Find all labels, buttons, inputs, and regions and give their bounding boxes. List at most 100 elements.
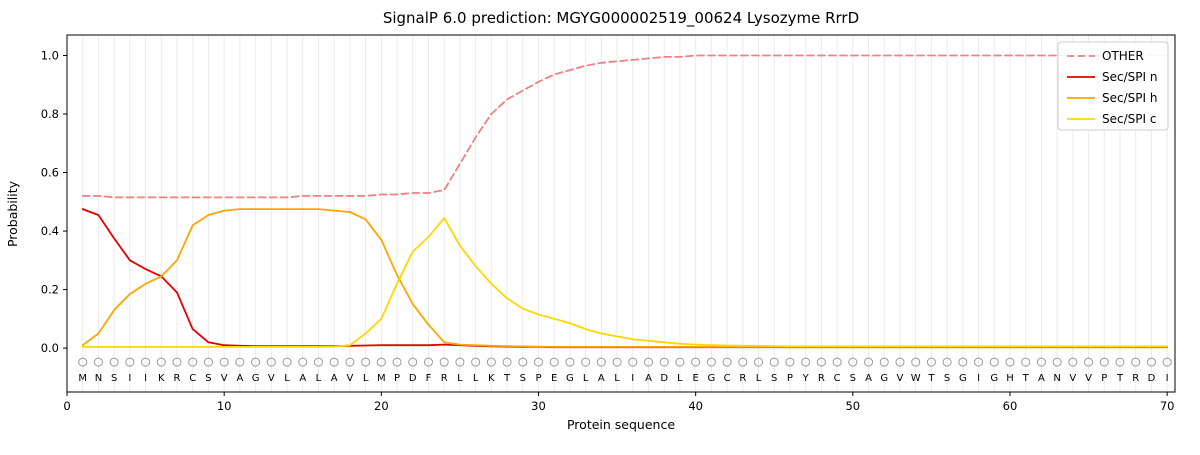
residue-letter: T	[1116, 373, 1124, 384]
residue-letter: H	[1006, 373, 1014, 384]
x-tick-label: 30	[531, 399, 546, 413]
residue-letter: I	[144, 373, 147, 384]
residue-marker	[926, 357, 936, 367]
residue-marker	[298, 357, 308, 367]
legend-label: Sec/SPI c	[1102, 112, 1156, 126]
residue-letter: A	[331, 373, 338, 384]
residue-marker	[329, 357, 339, 367]
residue-letter: N	[1053, 373, 1060, 384]
residue-letter: I	[1166, 373, 1169, 384]
residue-letter: A	[598, 373, 605, 384]
residue-letter: V	[346, 373, 353, 384]
series-line-sec-spi-c	[81, 216, 1168, 348]
legend-label: Sec/SPI h	[1102, 91, 1157, 105]
residue-letter: F	[426, 373, 432, 384]
residue-marker	[864, 357, 874, 367]
residue-letter: D	[660, 373, 668, 384]
residue-marker	[235, 357, 245, 367]
residue-marker	[1005, 357, 1015, 367]
residue-letter: R	[739, 373, 746, 384]
residue-marker	[628, 357, 638, 367]
residue-marker	[518, 357, 528, 367]
legend-label: OTHER	[1102, 49, 1144, 63]
residue-letter: I	[128, 373, 131, 384]
residue-marker	[156, 357, 166, 367]
residue-letter: L	[363, 373, 369, 384]
residue-letter: S	[771, 373, 777, 384]
residue-marker	[612, 357, 622, 367]
residue-marker	[911, 357, 921, 367]
residue-marker	[392, 357, 402, 367]
residue-letter: L	[316, 373, 322, 384]
residue-marker	[691, 357, 701, 367]
residue-marker	[832, 357, 842, 367]
residue-letter: E	[551, 373, 557, 384]
x-axis-label: Protein sequence	[567, 417, 675, 432]
residue-letter: D	[1148, 373, 1156, 384]
residue-marker	[565, 357, 575, 367]
residue-marker	[895, 357, 905, 367]
residue-letter: R	[174, 373, 181, 384]
residue-marker	[675, 357, 685, 367]
residue-marker	[376, 357, 386, 367]
residue-letter: R	[818, 373, 825, 384]
residue-marker	[439, 357, 449, 367]
y-axis-label: Probability	[5, 180, 20, 247]
residue-letter: V	[1069, 373, 1076, 384]
y-tick-label: 0.0	[41, 341, 59, 355]
y-tick-label: 1.0	[41, 48, 59, 62]
residue-letter: S	[205, 373, 211, 384]
x-tick-label: 50	[845, 399, 860, 413]
residue-letter: Y	[802, 373, 810, 384]
residue-marker	[644, 357, 654, 367]
residue-letter: I	[977, 373, 980, 384]
residue-marker	[282, 357, 292, 367]
residue-marker	[423, 357, 433, 367]
residue-letter: L	[457, 373, 463, 384]
residue-letter: R	[441, 373, 448, 384]
residue-marker	[361, 357, 371, 367]
residue-marker	[1052, 357, 1062, 367]
residue-marker	[1084, 357, 1094, 367]
residue-marker	[1115, 357, 1125, 367]
residue-letter: V	[897, 373, 904, 384]
residue-marker	[1021, 357, 1031, 367]
residue-marker	[345, 357, 355, 367]
residue-letter: L	[614, 373, 620, 384]
residue-letter: G	[707, 373, 715, 384]
y-tick-label: 0.4	[41, 224, 59, 238]
residue-marker	[1036, 357, 1046, 367]
residue-marker	[93, 357, 103, 367]
residue-letter: L	[677, 373, 683, 384]
residue-marker	[659, 357, 669, 367]
x-tick-label: 40	[688, 399, 703, 413]
residue-letter: W	[911, 373, 921, 384]
residue-letter: S	[850, 373, 856, 384]
residue-letter: L	[756, 373, 762, 384]
series-line-other	[81, 54, 1168, 199]
legend-label: Sec/SPI n	[1102, 70, 1157, 84]
residue-letter: T	[503, 373, 511, 384]
residue-letter: A	[236, 373, 243, 384]
residue-marker	[455, 357, 465, 367]
residue-letter: S	[111, 373, 117, 384]
residue-letter: G	[880, 373, 888, 384]
residue-letter: V	[268, 373, 275, 384]
residue-letter: G	[959, 373, 967, 384]
x-tick-label: 70	[1160, 399, 1175, 413]
y-tick-label: 0.8	[41, 107, 59, 121]
residue-letter: C	[834, 373, 841, 384]
residue-marker	[219, 357, 229, 367]
residue-letter: P	[394, 373, 400, 384]
residue-marker	[533, 357, 543, 367]
residue-marker	[502, 357, 512, 367]
residue-letter: P	[787, 373, 793, 384]
residue-letter: G	[252, 373, 260, 384]
residue-letter: S	[944, 373, 950, 384]
residue-letter: T	[927, 373, 935, 384]
y-tick-label: 0.2	[41, 283, 59, 297]
x-tick-label: 60	[1003, 399, 1018, 413]
